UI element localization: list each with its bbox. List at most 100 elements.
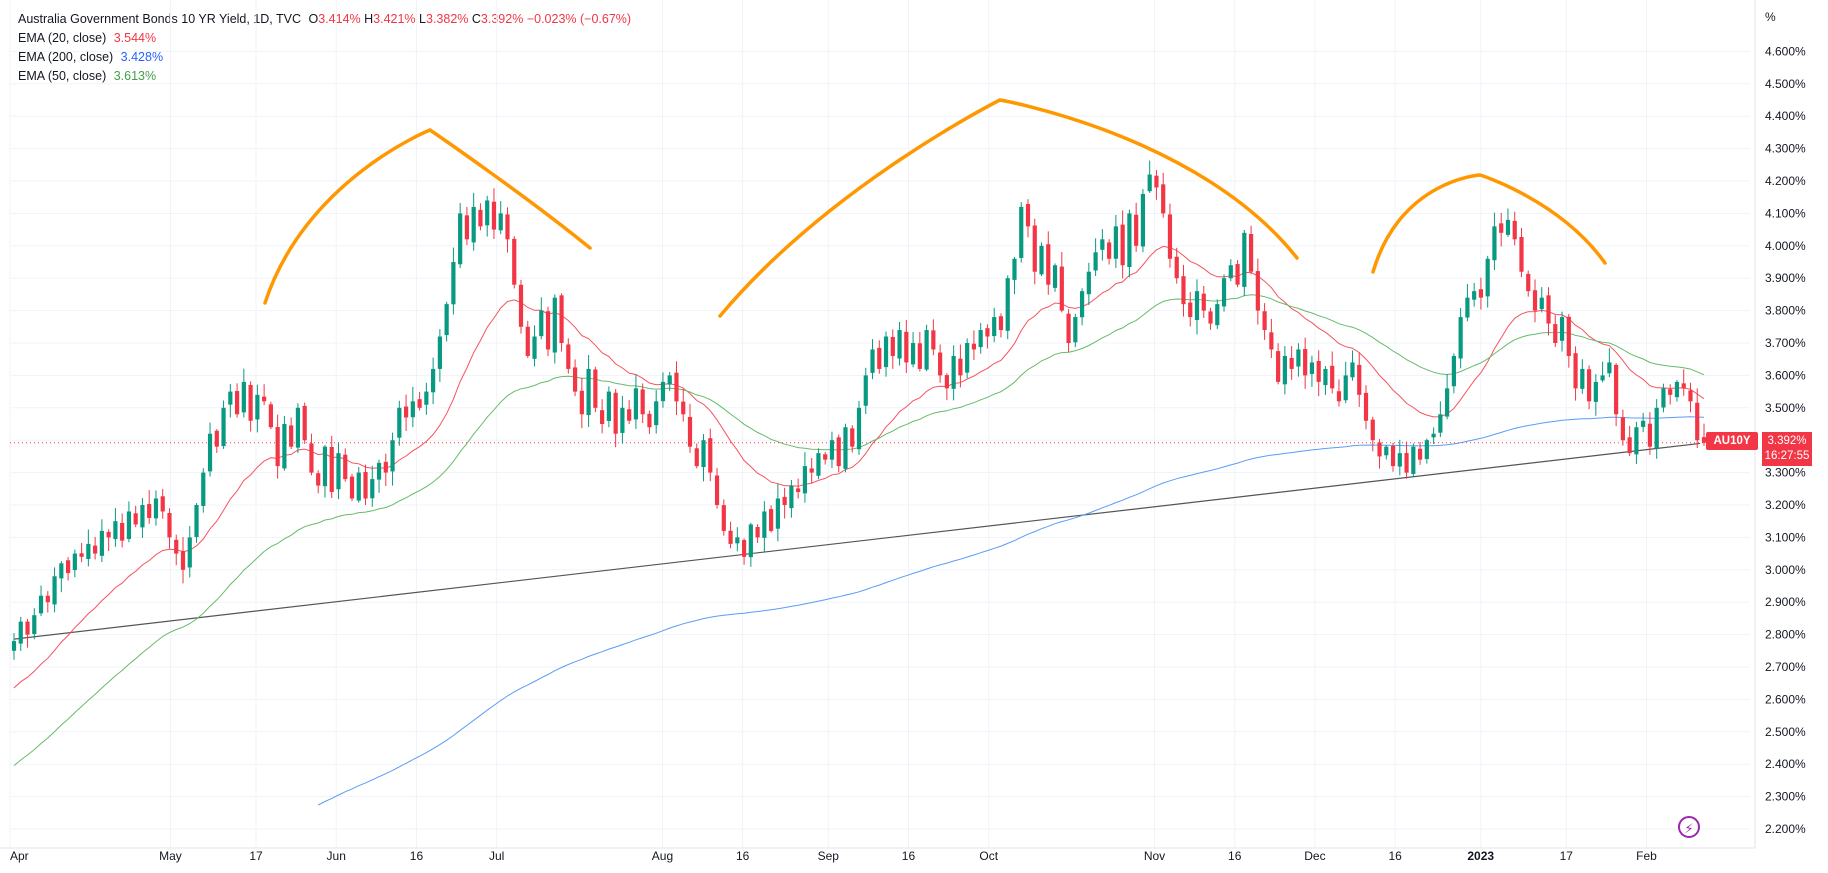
candle-body — [1499, 223, 1504, 233]
candle — [1688, 382, 1693, 413]
candle-body — [958, 358, 963, 376]
candle-body — [18, 621, 23, 644]
symbol-title[interactable]: Australia Government Bonds 10 YR Yield, … — [18, 12, 302, 26]
candle — [829, 431, 835, 469]
candle — [863, 367, 868, 415]
candle-body — [572, 367, 578, 392]
candle — [1262, 303, 1267, 340]
indicator-ema200[interactable]: EMA (200, close) 3.428% — [18, 48, 631, 67]
candle — [796, 478, 801, 499]
candle-body — [1363, 392, 1369, 421]
candle — [1100, 229, 1105, 261]
candle-body — [1100, 239, 1105, 250]
candle-body — [755, 527, 760, 538]
time-scale[interactable]: Apr May 17 Jun 16 Jul Aug 16 Sep 16 Oct Nov 16 Dec 16 2… — [0, 847, 1755, 863]
arc-drawing-3[interactable] — [1371, 173, 1607, 274]
arc-drawing-2[interactable] — [718, 98, 1299, 318]
candle-body — [106, 531, 111, 538]
candle — [424, 382, 429, 415]
candle — [403, 394, 409, 431]
indicator-ema20-value: 3.544% — [113, 31, 157, 45]
candle-body — [1019, 206, 1024, 258]
candle-body — [931, 330, 936, 350]
candle-body — [1485, 258, 1490, 297]
candle — [1526, 270, 1531, 297]
candle — [1390, 442, 1396, 472]
candle — [654, 390, 659, 434]
candle-body — [1600, 375, 1605, 381]
candle — [627, 400, 632, 425]
candle — [343, 448, 348, 482]
candle — [667, 371, 672, 392]
candle — [518, 279, 524, 334]
time-tick-label: Sep — [818, 849, 840, 863]
candle — [802, 452, 808, 503]
time-tick-label: Oct — [979, 849, 998, 863]
candle — [985, 324, 990, 349]
candle-body — [823, 454, 828, 460]
lightning-icon[interactable]: ⚡ — [1678, 816, 1700, 838]
candle-body — [1086, 271, 1091, 295]
candle — [1411, 443, 1416, 478]
candle-body — [1282, 355, 1287, 385]
candle — [613, 389, 618, 448]
candle-body — [309, 443, 314, 473]
candle — [1465, 284, 1470, 322]
candle — [1215, 299, 1220, 329]
candle-body — [491, 201, 497, 230]
candle-body — [403, 406, 409, 418]
candle — [1573, 346, 1578, 401]
candle-body — [1674, 381, 1680, 398]
price-tick-label: 2.500% — [1765, 725, 1806, 739]
candle — [931, 319, 936, 356]
candle-body — [113, 521, 118, 540]
arc-drawing-1[interactable] — [263, 128, 592, 305]
candle-body — [1303, 348, 1308, 376]
candle — [762, 501, 767, 552]
indicator-ema20[interactable]: EMA (20, close) 3.544% — [18, 29, 631, 48]
candle-body — [1343, 375, 1348, 401]
candle — [1519, 227, 1524, 278]
candle-body — [593, 369, 598, 408]
candle — [877, 340, 882, 374]
candle — [593, 366, 598, 413]
candle-body — [241, 381, 246, 413]
candle-body — [1390, 445, 1396, 467]
candle — [1593, 374, 1598, 416]
candle — [1012, 257, 1017, 295]
time-tick-label: Dec — [1304, 849, 1325, 863]
candle — [769, 505, 774, 533]
candle-body — [1472, 291, 1477, 300]
candle-body — [1580, 368, 1585, 389]
drawings[interactable] — [13, 98, 1701, 640]
candle-body — [1668, 389, 1673, 395]
price-scale[interactable]: 4.600% 4.500% 4.400% 4.300% 4.200% 4.100% 4.00… — [1754, 0, 1806, 848]
candle-body — [363, 471, 368, 499]
candle — [437, 329, 442, 382]
candle — [998, 313, 1004, 338]
candle — [1309, 355, 1315, 387]
candle — [295, 403, 301, 454]
candle-body — [545, 311, 551, 350]
candle-body — [1235, 264, 1240, 285]
candle-body — [25, 621, 30, 635]
support-trendline[interactable] — [13, 442, 1701, 640]
candle — [1154, 170, 1159, 200]
price-tick-label: 2.900% — [1765, 595, 1806, 609]
candle-body — [992, 317, 997, 337]
candle — [329, 435, 334, 499]
candle-body — [302, 405, 307, 441]
indicator-ema50[interactable]: EMA (50, close) 3.613% — [18, 67, 631, 86]
candlestick-series[interactable] — [11, 160, 1707, 660]
candle-body — [938, 352, 943, 376]
candle-body — [904, 331, 909, 363]
candle — [823, 451, 828, 465]
candle — [316, 470, 321, 494]
candle-body — [552, 297, 557, 353]
candle — [741, 538, 747, 565]
candle-body — [762, 511, 767, 538]
candle-body — [52, 576, 57, 605]
candle — [1499, 212, 1504, 247]
candle-body — [1134, 214, 1139, 246]
